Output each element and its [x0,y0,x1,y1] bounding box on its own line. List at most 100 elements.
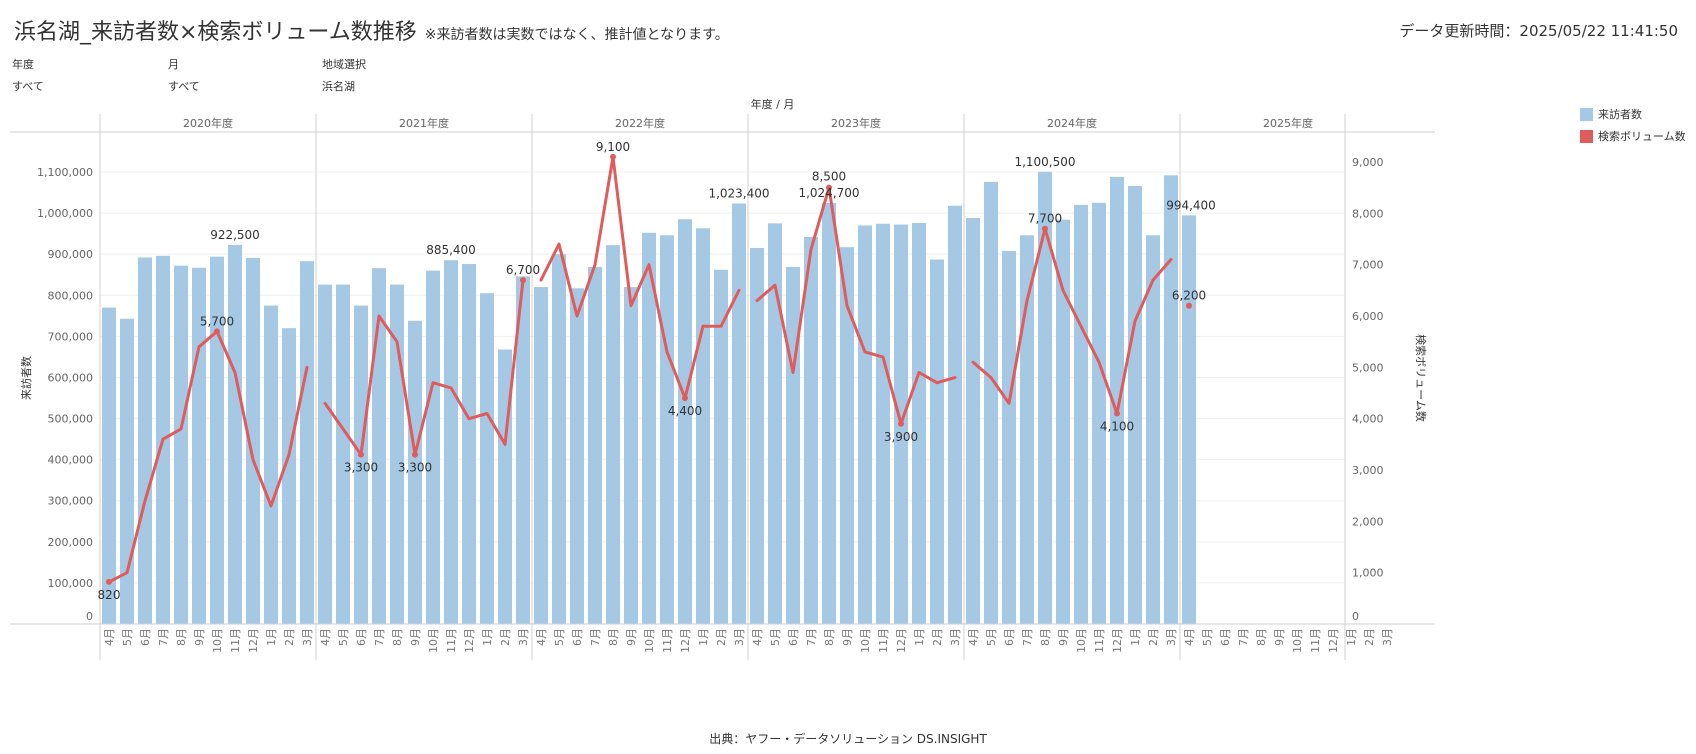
month-tick-label: 3月 [1165,628,1178,646]
y-right-tick-label: 5,000 [1352,361,1384,374]
month-tick-label: 12月 [247,628,260,653]
search-volume-line [755,186,957,426]
month-tick-label: 6月 [139,628,152,646]
y-left-tick-label: 800,000 [48,289,94,302]
filter-year-label: 年度 [12,58,34,71]
month-tick-label: 4月 [103,628,116,646]
month-tick-label: 3月 [949,628,962,646]
visitor-bar [930,259,944,624]
visitor-bar [984,181,998,624]
filter-region[interactable]: 地域選択 浜名湖 [322,56,366,94]
visitor-bar [1002,250,1016,625]
visitor-bar [480,293,494,624]
legend-item-search[interactable]: 検索ボリューム数 [1580,128,1686,144]
visitor-bar [786,266,800,624]
search-volume-point [898,420,904,427]
visitor-data-label: 1,100,500 [1014,155,1075,169]
search-volume-point [412,451,418,458]
visitor-bar [1056,219,1070,624]
filter-month[interactable]: 月 すべて [168,56,200,94]
search-volume-point [1186,302,1192,309]
visitor-bar [1020,235,1034,624]
visitor-bar [840,247,854,625]
legend: 来訪者数 検索ボリューム数 [1580,106,1686,150]
y-left-tick-label: 400,000 [48,454,94,467]
visitor-bar [858,225,872,624]
month-tick-label: 7月 [157,628,170,646]
visitor-bar [750,248,764,624]
month-tick-label: 6月 [355,628,368,646]
search-volume-data-label: 3,300 [344,461,378,475]
year-label: 2022年度 [615,116,665,130]
month-tick-label: 5月 [121,628,134,646]
visitor-bar [138,257,152,624]
y-right-tick-label: 7,000 [1352,259,1384,272]
search-volume-data-label: 3,300 [398,461,432,475]
month-tick-label: 7月 [373,628,386,646]
year-label: 2021年度 [399,116,449,130]
search-volume-point [610,153,616,160]
search-volume-data-label: 3,900 [884,430,918,444]
visitor-bar [462,264,476,624]
filter-region-value[interactable]: 浜名湖 [322,80,355,93]
visitor-bar [1110,176,1124,624]
legend-item-visitors[interactable]: 来訪者数 [1580,106,1686,122]
filter-year[interactable]: 年度 すべて [12,56,44,94]
month-tick-label: 5月 [985,628,998,646]
month-tick-label: 8月 [175,628,188,646]
update-time: データ更新時間：2025/05/22 11:41:50 [1399,20,1678,41]
visitor-data-label: 885,400 [426,243,476,257]
month-tick-label: 2月 [1363,628,1376,646]
page-title: 浜名湖_来訪者数×検索ボリューム数推移 [14,20,417,45]
search-volume-data-label: 8,500 [812,170,846,184]
visitor-bar [534,287,548,624]
y-right-tick-label: 8,000 [1352,207,1384,220]
legend-swatch-search [1580,129,1593,143]
search-volume-data-label: 4,100 [1100,420,1134,434]
y-right-tick-label: 6,000 [1352,310,1384,323]
month-tick-label: 3月 [517,628,530,646]
search-volume-data-label: 5,700 [200,314,234,328]
visitor-bar [1164,175,1178,624]
month-tick-label: 8月 [607,628,620,646]
month-tick-label: 3月 [301,628,314,646]
month-tick-label: 6月 [787,628,800,646]
filter-year-value[interactable]: すべて [12,80,44,93]
visitor-bar [588,266,602,624]
visitor-bar [336,284,350,624]
month-tick-label: 12月 [679,628,692,653]
search-volume-data-label: 4,400 [668,404,702,418]
visitor-bar [264,305,278,624]
visitor-bar [408,320,422,624]
month-tick-label: 2月 [715,628,728,646]
month-tick-label: 11月 [1093,628,1106,653]
y-left-tick-label: 0 [86,610,93,623]
visitor-data-label: 994,400 [1166,198,1216,212]
filter-month-label: 月 [168,58,179,71]
filter-month-value[interactable]: すべて [168,80,200,93]
y-right-tick-label: 9,000 [1352,156,1384,169]
source-credit: 出典：ヤフー・データソリューション DS.INSIGHT [709,732,987,746]
visitor-bar [210,256,224,624]
search-volume-point [682,395,688,402]
y-right-tick-label: 0 [1352,610,1359,623]
y-right-tick-label: 2,000 [1352,515,1384,528]
month-tick-label: 8月 [1255,628,1268,646]
visitor-bar [948,205,962,624]
month-tick-label: 9月 [625,628,638,646]
visitor-bar [516,276,530,624]
month-tick-label: 8月 [1039,628,1052,646]
search-volume-data-label: 9,100 [596,140,630,154]
month-tick-label: 2月 [283,628,296,646]
month-tick-label: 11月 [877,628,890,653]
year-label: 2025年度 [1263,116,1313,130]
month-tick-label: 9月 [1057,628,1070,646]
visitor-bar [102,307,116,624]
month-tick-label: 7月 [1237,628,1250,646]
y-right-tick-label: 3,000 [1352,464,1384,477]
visitor-bar [1128,185,1142,625]
month-tick-label: 1月 [697,628,710,646]
search-volume-point [106,578,112,585]
visitor-bar [1074,204,1088,624]
month-tick-label: 1月 [265,628,278,646]
